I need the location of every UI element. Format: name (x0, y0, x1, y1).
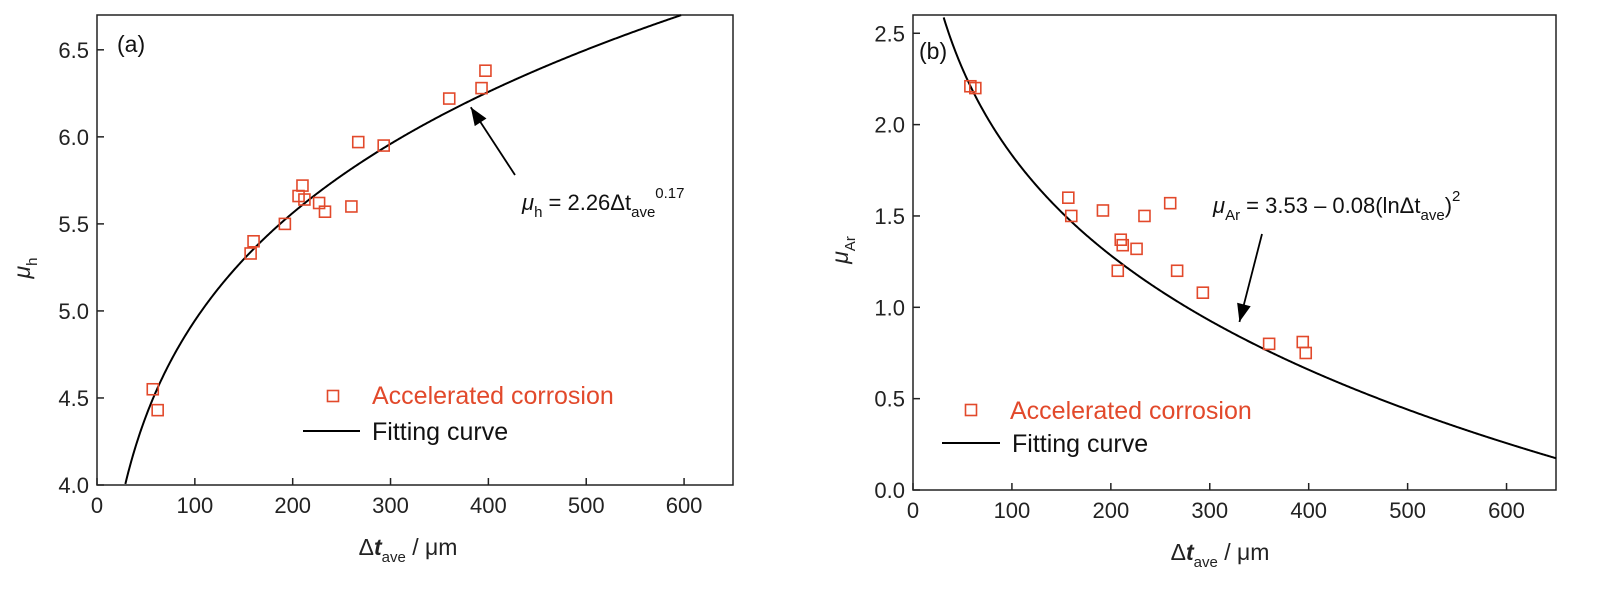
data-point-marker (1130, 242, 1143, 256)
data-point-marker (1111, 264, 1125, 278)
axis-ticks-b: 0 100 200 300 400 500 600 0.0 0.5 1.0 1.5 2.0 2.5 (874, 21, 1524, 523)
data-point-marker (1296, 335, 1310, 349)
x-tick-label: 200 (1092, 498, 1129, 523)
x-axis-label-a: Δtave / μm (359, 534, 458, 566)
data-point-marker (1170, 264, 1184, 278)
legend-b: Accelerated corrosion Fitting curve (942, 397, 1252, 458)
y-tick-label: 5.0 (58, 299, 89, 324)
y-axis-title: μh (9, 258, 41, 280)
x-tick-label: 500 (568, 493, 605, 518)
y-tick-label: 4.0 (58, 473, 89, 498)
annotation-b: μAr = 3.53 – 0.08(lnΔtave)2 (1212, 188, 1460, 323)
y-axis-title: μAr (827, 236, 859, 265)
x-tick-label: 100 (176, 493, 213, 518)
axis-ticks-a: 0 100 200 300 400 500 600 4.0 4.5 5.0 5.5 6.0 6.5 (58, 38, 702, 518)
annotation-arrow-head (470, 107, 487, 127)
data-point-marker (1062, 191, 1075, 204)
plot-frame-a (96, 14, 734, 486)
data-point-marker (1163, 196, 1177, 210)
x-tick-label: 300 (372, 493, 409, 518)
x-tick-label: 600 (666, 493, 703, 518)
y-tick-label: 5.5 (58, 212, 89, 237)
x-tick-label: 200 (274, 493, 311, 518)
data-point-marker (377, 139, 390, 152)
legend-label-curve: Fitting curve (1012, 430, 1148, 458)
x-axis-title: Δtave / μm (1171, 539, 1270, 571)
y-tick-label: 6.0 (58, 125, 89, 150)
data-point-marker (475, 81, 488, 95)
y-axis-label-b: μAr (827, 236, 859, 265)
y-tick-label: 1.5 (874, 204, 905, 229)
y-tick-label: 4.5 (58, 386, 89, 411)
x-tick-label: 500 (1389, 498, 1426, 523)
data-point-marker (298, 193, 311, 206)
data-point-marker (1096, 204, 1110, 217)
data-point-marker (442, 92, 456, 105)
legend-label-curve: Fitting curve (372, 418, 508, 446)
data-point-marker (151, 403, 164, 417)
legend-a: Accelerated corrosion Fitting curve (303, 382, 614, 446)
data-points-b (964, 79, 1313, 360)
x-axis-label-b: Δtave / μm (1171, 539, 1270, 571)
chart-panel-a: 0 100 200 300 400 500 600 4.0 4.5 5.0 5.5 6.0 6.5 μh… (9, 14, 734, 566)
data-point-marker (1138, 209, 1151, 223)
x-tick-label: 0 (907, 498, 919, 523)
legend-label-points: Accelerated corrosion (372, 382, 614, 410)
data-point-marker (345, 200, 358, 213)
fitting-curve-line (124, 14, 682, 485)
data-point-marker (296, 179, 309, 192)
fitting-curve-line (942, 17, 1557, 460)
data-point-marker (1116, 238, 1130, 252)
x-tick-label: 400 (470, 493, 507, 518)
x-tick-label: 600 (1488, 498, 1525, 523)
data-point-marker (1196, 286, 1210, 299)
x-tick-label: 400 (1290, 498, 1327, 523)
y-tick-label: 2.0 (874, 113, 905, 138)
legend-marker-square (964, 403, 978, 417)
chart-panel-b: 0 100 200 300 400 500 600 0.0 0.5 1.0 1.5 2.0 2.5 μA… (827, 14, 1557, 571)
fit-equation-label: μAr = 3.53 – 0.08(lnΔtave)2 (1212, 188, 1460, 224)
panel-tag-b: (b) (919, 38, 947, 64)
data-point-marker (146, 382, 160, 396)
data-point-marker (1262, 337, 1276, 351)
plot-frame-b (912, 14, 1557, 491)
y-tick-label: 0.0 (874, 478, 905, 503)
x-tick-label: 100 (994, 498, 1031, 523)
fitting-curve-b (942, 17, 1557, 460)
panel-tag-a: (a) (117, 31, 145, 57)
data-point-marker (1299, 346, 1313, 360)
fitting-curve-a (124, 14, 682, 485)
data-point-marker (479, 64, 492, 78)
y-tick-label: 2.5 (874, 21, 905, 46)
annotation-arrow-head (1237, 302, 1251, 322)
y-tick-label: 6.5 (58, 38, 89, 63)
data-points-a (146, 64, 492, 417)
x-axis-title: Δtave / μm (359, 534, 458, 566)
legend-marker-square (326, 389, 340, 403)
legend-label-points: Accelerated corrosion (1010, 397, 1252, 425)
y-tick-label: 0.5 (874, 387, 905, 412)
y-tick-label: 1.0 (874, 295, 905, 320)
x-tick-label: 0 (91, 493, 103, 518)
annotation-a: μh = 2.26Δtave0.17 (470, 106, 685, 221)
data-point-marker (247, 234, 260, 248)
x-tick-label: 300 (1191, 498, 1228, 523)
fit-equation-label: μh = 2.26Δtave0.17 (521, 185, 685, 221)
y-axis-label-a: μh (9, 258, 41, 280)
data-point-marker (318, 205, 332, 219)
data-point-marker (278, 217, 292, 231)
data-point-marker (969, 81, 982, 95)
data-point-marker (351, 135, 365, 149)
data-point-marker (1064, 209, 1078, 223)
data-point-marker (244, 247, 257, 260)
